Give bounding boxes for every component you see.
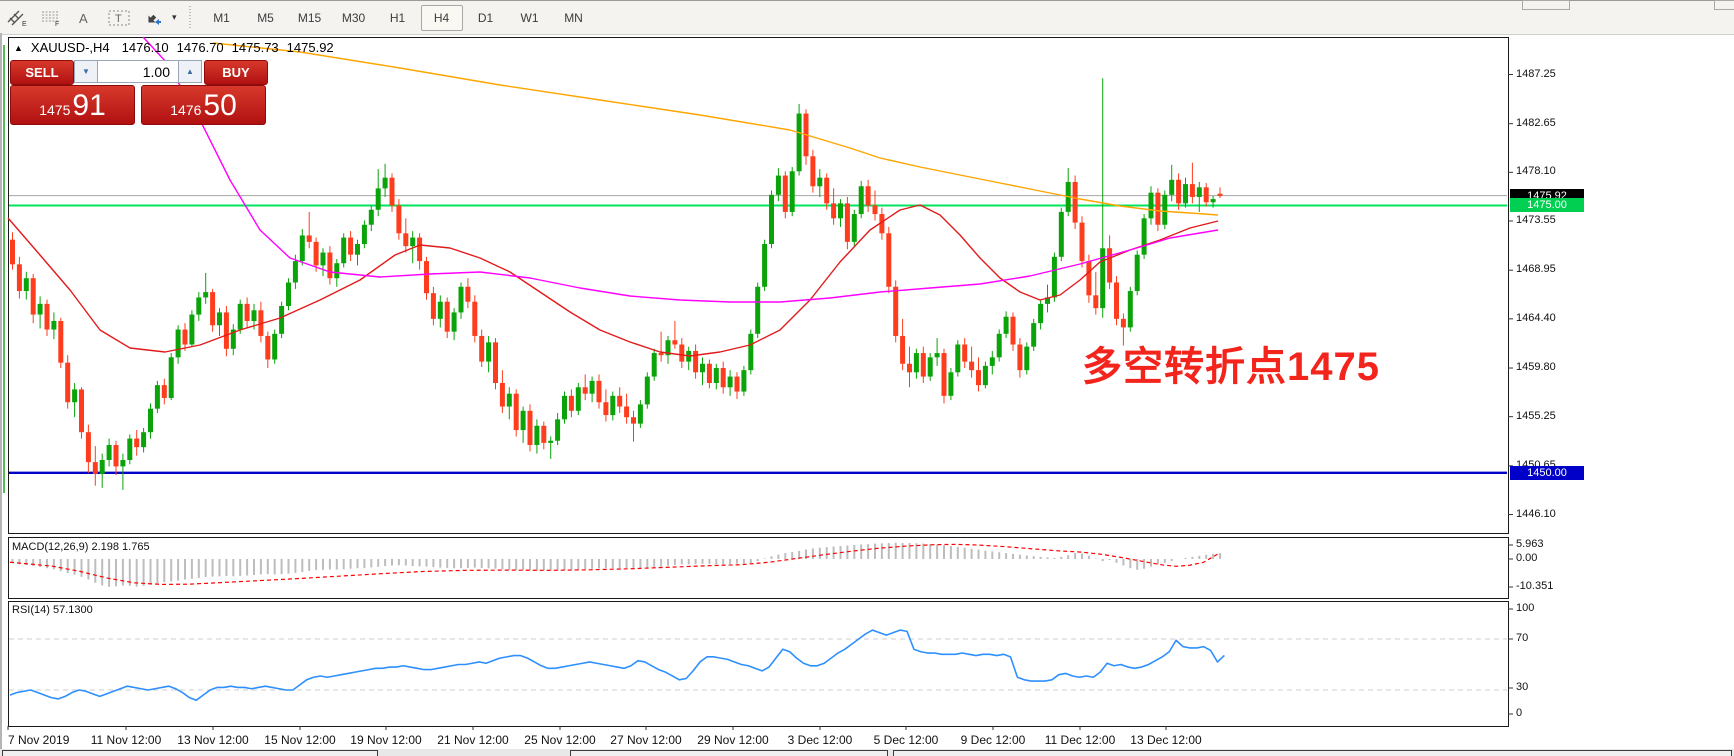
docked-panel-tab-edge: [570, 750, 888, 756]
docked-panel-tab-edge: [2, 750, 378, 756]
time-axis-label: 11 Dec 12:00: [1044, 733, 1116, 747]
timeframe-button-m1[interactable]: M1: [213, 10, 230, 25]
time-axis-label: 7 Nov 2019: [8, 733, 70, 747]
price-axis-label: 1455.25: [1516, 409, 1556, 422]
time-axis-label: 15 Nov 12:00: [264, 733, 336, 747]
time-axis-label: 13 Dec 12:00: [1130, 733, 1202, 747]
low-value: 1475.73: [231, 40, 279, 55]
time-axis-label: 11 Nov 12:00: [90, 733, 162, 747]
time-axis-label: 27 Nov 12:00: [610, 733, 682, 747]
sell-price-big: 91: [72, 89, 106, 122]
timeframe-button-h4[interactable]: H4: [420, 4, 463, 31]
text-label-icon[interactable]: A: [69, 4, 101, 32]
timeframe-button-d1[interactable]: D1: [477, 10, 494, 25]
macd-pane-title: MACD(12,26,9) 2.198 1.765: [12, 541, 150, 553]
price-axis-label: 1464.40: [1516, 311, 1556, 324]
time-axis-label: 3 Dec 12:00: [787, 733, 853, 747]
price-axis-label: 1468.95: [1516, 263, 1556, 276]
level-price-badge: 1450.00: [1510, 465, 1584, 480]
time-axis-label: 21 Nov 12:00: [437, 733, 509, 747]
collapse-arrow-icon[interactable]: ▲: [14, 42, 23, 53]
level-price-badge: 1475.00: [1510, 198, 1584, 213]
indicator-axis-label: 0.00: [1516, 552, 1538, 564]
timeframe-button-mn[interactable]: MN: [564, 10, 583, 25]
ma-fast-red: [7, 204, 1219, 357]
price-axis-label: 1446.10: [1516, 507, 1556, 520]
toolbar: E F A T ▾: [0, 0, 1734, 35]
price-axis-label: 1478.10: [1516, 165, 1556, 178]
svg-text:E: E: [22, 21, 27, 27]
equidistant-channel-icon[interactable]: E: [1, 4, 33, 32]
high-value: 1476.70: [176, 40, 224, 55]
buy-price-small: 1476: [170, 102, 202, 118]
tools-dropdown-caret[interactable]: ▾: [172, 12, 177, 22]
buy-price-big: 50: [203, 89, 237, 122]
buy-price-display[interactable]: 1476 50: [141, 85, 266, 125]
volume-increase-button[interactable]: ▲: [178, 60, 202, 83]
indicator-axis-label: 5.963: [1516, 538, 1544, 550]
docked-panel-tab-edge: [893, 750, 1732, 756]
timeframe-button-m5[interactable]: M5: [257, 10, 274, 25]
timeframe-button-h1[interactable]: H1: [389, 10, 406, 25]
close-value: 1475.92: [286, 40, 334, 55]
window-chrome-box: [1714, 0, 1734, 10]
sell-button[interactable]: SELL: [10, 60, 74, 85]
time-axis-label: 25 Nov 12:00: [524, 733, 596, 747]
time-axis-label: 5 Dec 12:00: [873, 733, 939, 747]
one-click-trading-panel: SELL ▼ 1.00 ▲ BUY 1475 91 1476 50: [10, 60, 268, 127]
price-axis-label: 1473.55: [1516, 214, 1556, 226]
timeframe-buttons: M1 M5 M15 M30 H1 H4 D1 W1 MN: [200, 4, 596, 31]
svg-text:A: A: [79, 11, 88, 26]
timeframe-button-m15[interactable]: M15: [297, 10, 322, 25]
fibonacci-retracement-icon[interactable]: F: [35, 4, 67, 32]
volume-stepper: ▼ 1.00 ▲: [74, 60, 202, 83]
buy-button[interactable]: BUY: [204, 60, 268, 85]
ma-mid-magenta: [142, 36, 1219, 303]
ma-slow-orange: [212, 42, 1219, 216]
chart-title: ▲ XAUUSD-,H4 1476.10 1476.70 1475.73 147…: [14, 40, 334, 55]
indicator-axis-label: -10.351: [1516, 580, 1554, 592]
indicator-axis-label: 100: [1516, 602, 1535, 614]
indicator-axis-label: 30: [1516, 681, 1529, 693]
time-axis-label: 19 Nov 12:00: [350, 733, 422, 747]
time-axis-label: 13 Nov 12:00: [177, 733, 249, 747]
price-axis-label: 1487.25: [1516, 67, 1556, 80]
indicator-axis-label: 70: [1516, 632, 1529, 644]
symbol-period-label: XAUUSD-,H4: [30, 40, 110, 55]
volume-decrease-button[interactable]: ▼: [74, 60, 98, 83]
price-axis-label: 1482.65: [1516, 116, 1556, 129]
window-left-border: [0, 33, 2, 756]
timeframe-button-m30[interactable]: M30: [341, 10, 366, 25]
text-box-icon[interactable]: T: [103, 4, 135, 32]
arrow-objects-icon[interactable]: [137, 4, 169, 32]
sell-price-small: 1475: [39, 102, 71, 118]
toolbar-drag-handle[interactable]: [186, 5, 194, 30]
timeframe-button-w1[interactable]: W1: [520, 10, 539, 25]
time-axis-label: 9 Dec 12:00: [960, 733, 1026, 747]
indicator-axis-label: 0: [1516, 707, 1523, 719]
rsi-pane-title: RSI(14) 57.1300: [12, 604, 93, 616]
time-axis-label: 29 Nov 12:00: [697, 733, 769, 747]
svg-text:T: T: [115, 13, 122, 25]
chart-text-annotation: 多空转折点1475: [1082, 345, 1380, 389]
price-axis-label: 1459.80: [1516, 361, 1556, 374]
volume-input[interactable]: 1.00: [98, 60, 178, 83]
open-value: 1476.10: [121, 40, 169, 55]
window-chrome-box: [1522, 0, 1570, 10]
sell-price-display[interactable]: 1475 91: [10, 85, 135, 125]
svg-text:F: F: [55, 21, 59, 27]
